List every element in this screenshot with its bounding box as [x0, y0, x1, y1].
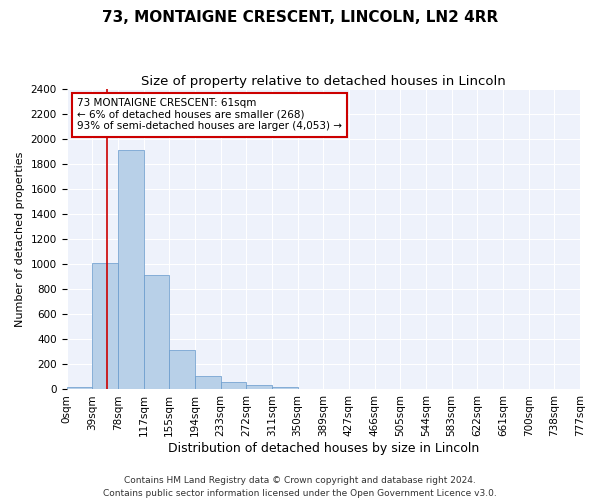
X-axis label: Distribution of detached houses by size in Lincoln: Distribution of detached houses by size … [167, 442, 479, 455]
Text: 73, MONTAIGNE CRESCENT, LINCOLN, LN2 4RR: 73, MONTAIGNE CRESCENT, LINCOLN, LN2 4RR [102, 10, 498, 25]
Title: Size of property relative to detached houses in Lincoln: Size of property relative to detached ho… [141, 75, 506, 88]
Bar [272, 387, 298, 390]
Bar [246, 386, 272, 390]
Bar [143, 275, 169, 390]
Bar [221, 382, 246, 390]
Text: Contains HM Land Registry data © Crown copyright and database right 2024.
Contai: Contains HM Land Registry data © Crown c… [103, 476, 497, 498]
Y-axis label: Number of detached properties: Number of detached properties [15, 152, 25, 327]
Bar [118, 150, 143, 390]
Bar [169, 350, 195, 390]
Bar [92, 263, 118, 390]
Bar [67, 387, 92, 390]
Text: 73 MONTAIGNE CRESCENT: 61sqm
← 6% of detached houses are smaller (268)
93% of se: 73 MONTAIGNE CRESCENT: 61sqm ← 6% of det… [77, 98, 342, 132]
Bar [195, 376, 221, 390]
